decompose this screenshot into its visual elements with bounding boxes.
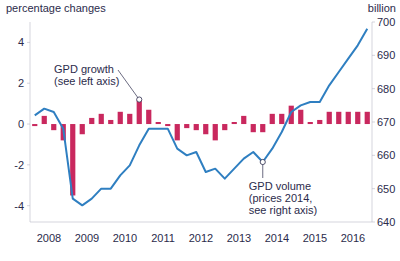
bar <box>108 120 113 124</box>
y2-tick-label: 680 <box>377 83 395 95</box>
bar <box>165 124 170 126</box>
y2-axis-label: billion <box>368 2 396 14</box>
bar <box>355 112 360 124</box>
bar <box>260 124 265 132</box>
y-tick-label: -2 <box>14 159 24 171</box>
y-tick <box>27 205 30 206</box>
bar <box>51 124 56 130</box>
bar <box>32 124 37 126</box>
bar <box>222 124 227 130</box>
annotation-dot <box>260 159 265 164</box>
annotation: GPD volume(prices 2014,see right axis) <box>249 159 317 216</box>
y-tick <box>27 124 30 125</box>
bar <box>251 124 256 132</box>
bar <box>118 112 123 124</box>
bar <box>241 116 246 124</box>
bar <box>184 124 189 128</box>
bar <box>279 114 284 124</box>
bar <box>156 122 161 124</box>
chart: -4 -2 0 2 4 percentage changes 640 650 660 670 680… <box>0 0 400 261</box>
x-tick-label: 2008 <box>37 232 61 244</box>
bar <box>365 112 370 124</box>
y-axis-line <box>30 22 31 222</box>
x-tick-label: 2013 <box>227 232 251 244</box>
y-tick-label: 0 <box>18 118 24 130</box>
y2-tick-label: 670 <box>377 116 395 128</box>
y2-tick <box>372 188 375 189</box>
y2-tick-label: 640 <box>377 216 395 228</box>
plot-area <box>32 29 370 206</box>
y2-tick-label: 650 <box>377 183 395 195</box>
annotation-text: (prices 2014, <box>249 192 313 204</box>
y2-tick <box>372 122 375 123</box>
y2-tick-label: 660 <box>377 149 395 161</box>
bar <box>175 124 180 140</box>
bar <box>99 114 104 124</box>
bar <box>42 116 47 124</box>
x-tick-label: 2010 <box>113 232 137 244</box>
bar <box>270 114 275 124</box>
y-tick-label: 2 <box>18 77 24 89</box>
bar <box>127 114 132 124</box>
annotation: GPD growth(see left axis) <box>54 63 142 102</box>
bar <box>203 124 208 134</box>
y2-tick <box>372 55 375 56</box>
y2-tick <box>372 222 375 223</box>
bar <box>213 124 218 140</box>
bar <box>298 110 303 124</box>
line <box>35 29 368 206</box>
y-axis-label: percentage changes <box>6 2 106 14</box>
x-tick-label: 2015 <box>303 232 327 244</box>
y2-tick <box>372 155 375 156</box>
bar <box>327 112 332 124</box>
y-tick <box>27 164 30 165</box>
y-tick <box>27 42 30 43</box>
bar <box>89 118 94 124</box>
annotation-text: see right axis) <box>249 204 317 216</box>
annotation-pointer <box>118 70 139 100</box>
y-tick <box>27 83 30 84</box>
bar <box>194 124 199 130</box>
x-tick-label: 2014 <box>265 232 289 244</box>
x-axis-line <box>30 222 372 223</box>
bar <box>137 100 142 124</box>
y-tick-label: 4 <box>18 36 24 48</box>
x-tick-label: 2016 <box>341 232 365 244</box>
x-tick-label: 2011 <box>151 232 175 244</box>
bar <box>80 124 85 134</box>
annotation-text: (see left axis) <box>54 75 119 87</box>
bar <box>232 122 237 124</box>
bar <box>317 120 322 124</box>
bar <box>336 112 341 124</box>
x-tick-label: 2009 <box>75 232 99 244</box>
y-tick-label: -4 <box>14 200 24 212</box>
y2-tick <box>372 22 375 23</box>
annotation-text: GPD volume <box>249 180 311 192</box>
y2-tick <box>372 88 375 89</box>
y2-tick-label: 690 <box>377 49 395 61</box>
annotation-text: GPD growth <box>54 63 114 75</box>
bar <box>146 110 151 124</box>
annotation-dot <box>137 97 142 102</box>
y2-tick-label: 700 <box>377 16 395 28</box>
bar <box>308 122 313 124</box>
bar <box>346 112 351 124</box>
x-tick-label: 2012 <box>189 232 213 244</box>
